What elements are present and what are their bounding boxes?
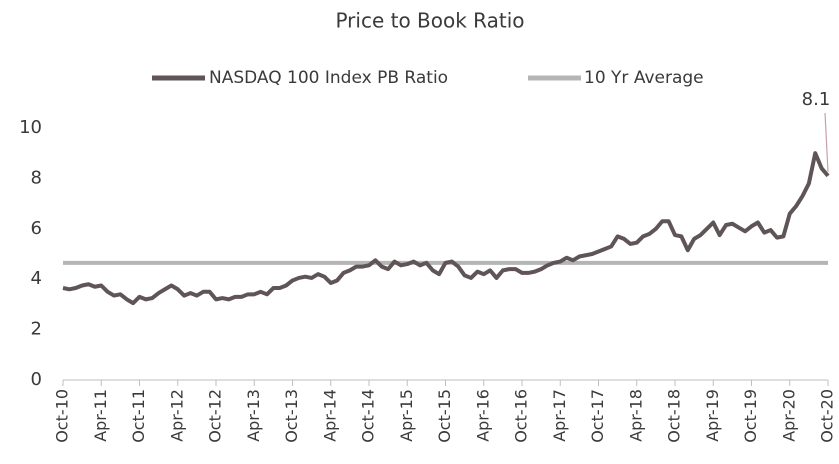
annotation-pointer bbox=[824, 112, 829, 172]
x-tick-label: Apr-13 bbox=[244, 389, 263, 442]
x-tick-label: Oct-10 bbox=[53, 389, 72, 443]
y-tick-label: 0 bbox=[31, 369, 42, 390]
x-tick-label: Apr-11 bbox=[91, 389, 110, 442]
line-series bbox=[62, 151, 830, 306]
x-tick-label: Oct-20 bbox=[818, 389, 837, 443]
x-tick-label: Oct-12 bbox=[206, 389, 225, 443]
x-tick-label: Apr-15 bbox=[397, 389, 416, 442]
x-tick-label: Oct-15 bbox=[435, 389, 454, 443]
x-tick-label: Oct-19 bbox=[741, 389, 760, 443]
y-tick-label: 2 bbox=[31, 319, 42, 340]
x-tick-label: Apr-16 bbox=[473, 389, 492, 442]
chart-title: Price to Book Ratio bbox=[335, 9, 524, 33]
x-tick-label: Apr-20 bbox=[779, 389, 798, 442]
x-tick-label: Apr-14 bbox=[320, 389, 339, 442]
x-tick-label: Oct-11 bbox=[129, 389, 148, 443]
y-tick-label: 10 bbox=[19, 117, 42, 138]
y-tick-label: 8 bbox=[31, 167, 42, 188]
x-tick-label: Apr-12 bbox=[167, 389, 186, 442]
x-tick-label: Apr-19 bbox=[703, 389, 722, 442]
x-tick-label: Oct-18 bbox=[665, 389, 684, 443]
x-tick-label: Oct-16 bbox=[512, 389, 531, 443]
x-tick-label: Apr-17 bbox=[550, 389, 569, 442]
legend-label: 10 Yr Average bbox=[584, 68, 704, 88]
legend-label: NASDAQ 100 Index PB Ratio bbox=[209, 68, 448, 88]
x-tick-label: Oct-14 bbox=[359, 389, 378, 443]
x-tick-label: Oct-17 bbox=[588, 389, 607, 443]
x-tick-label: Oct-13 bbox=[282, 389, 301, 443]
x-tick-label: Apr-18 bbox=[626, 389, 645, 442]
annotation: 8.1 bbox=[802, 89, 831, 110]
y-tick-label: 6 bbox=[31, 218, 42, 239]
y-tick-label: 4 bbox=[31, 268, 42, 289]
